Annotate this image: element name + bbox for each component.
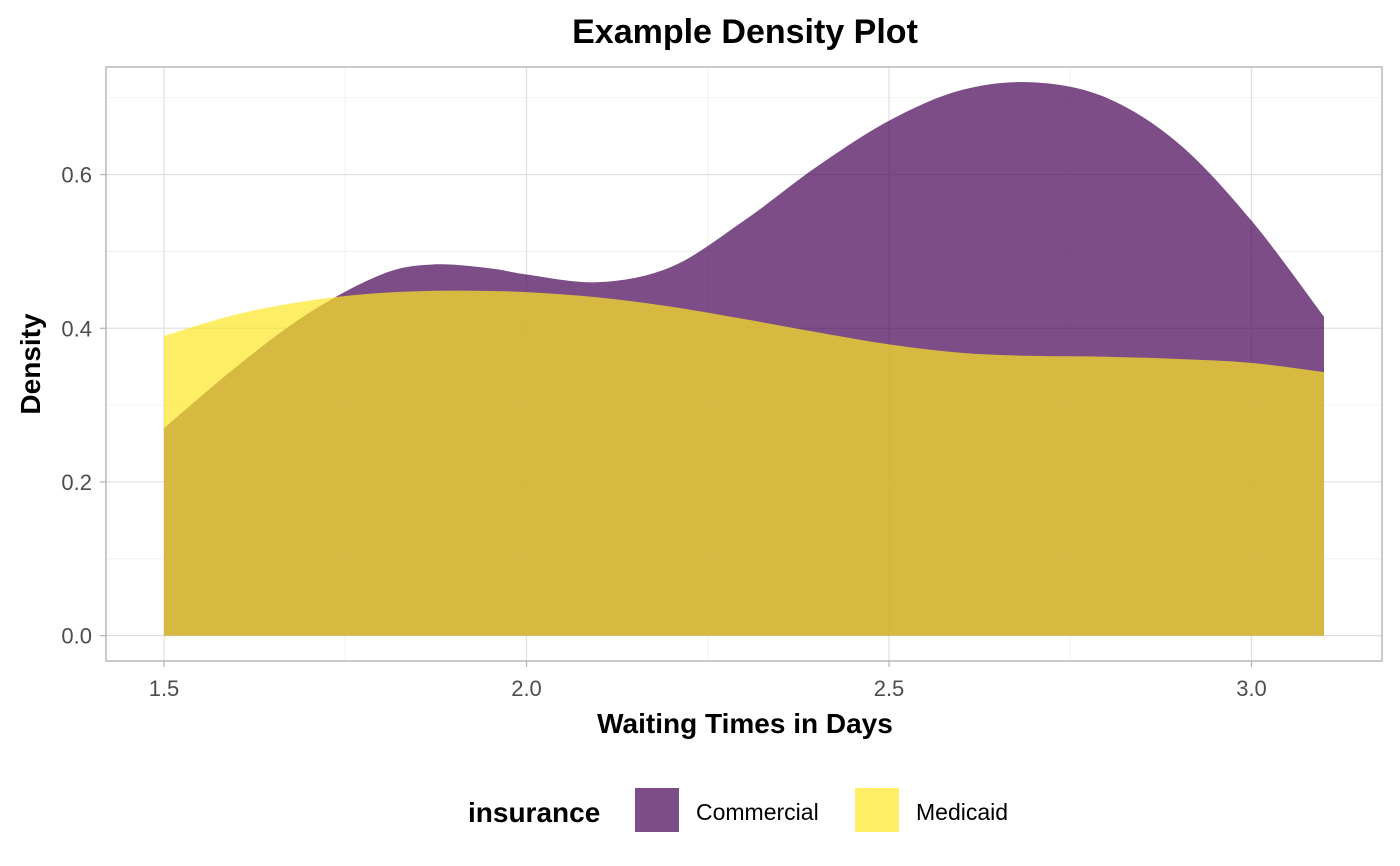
- y-tick-label: 0.6: [61, 163, 92, 188]
- density-area-medicaid: [164, 290, 1324, 636]
- y-tick-label: 0.2: [61, 470, 92, 495]
- legend-label-medicaid: Medicaid: [916, 799, 1008, 825]
- axes: 1.5 2.0 2.5 3.0 0.0 0.2 0.4 0.6: [61, 163, 1266, 701]
- x-axis-title: Waiting Times in Days: [597, 708, 893, 739]
- chart-title: Example Density Plot: [572, 13, 918, 51]
- legend-swatch-medicaid: [855, 788, 899, 832]
- density-areas: [164, 82, 1324, 636]
- legend-swatch-commercial: [635, 788, 679, 832]
- panel-border: [105, 66, 1383, 662]
- x-tick-label: 2.5: [874, 676, 905, 701]
- x-tick-label: 3.0: [1236, 676, 1267, 701]
- legend-label-commercial: Commercial: [696, 799, 819, 825]
- y-axis-title: Density: [15, 313, 46, 415]
- x-tick-label: 1.5: [149, 676, 180, 701]
- y-tick-label: 0.4: [61, 316, 92, 341]
- y-tick-label: 0.0: [61, 624, 92, 649]
- legend-title: insurance: [468, 797, 600, 828]
- legend: insurance Commercial Medicaid: [468, 788, 1008, 832]
- x-tick-label: 2.0: [511, 676, 542, 701]
